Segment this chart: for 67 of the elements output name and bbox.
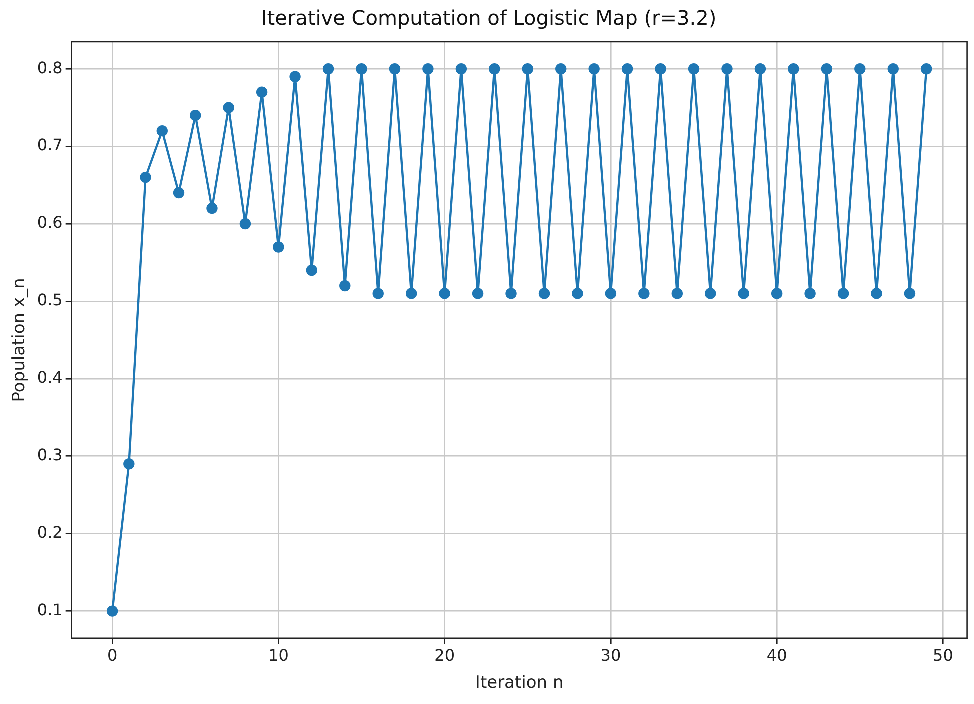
point (256, 86, 268, 98)
point (572, 288, 584, 300)
y-axis-title: Population x_n (10, 278, 30, 402)
point (372, 288, 384, 300)
x-tick-label: 40 (766, 646, 788, 666)
point (722, 64, 733, 75)
y-tick-label: 0.3 (37, 446, 63, 465)
x-axis-title: Iteration n (475, 673, 564, 694)
point (738, 288, 750, 300)
y-tick-label: 0.4 (37, 368, 63, 388)
point (920, 64, 932, 75)
x-tick-label: 30 (600, 646, 622, 666)
y-tick-label: 0.1 (37, 600, 63, 620)
point (771, 288, 783, 300)
point (588, 64, 600, 75)
point (340, 280, 351, 292)
point (456, 64, 468, 75)
point (904, 288, 916, 300)
point (506, 288, 517, 300)
point (804, 288, 816, 300)
x-tick-label: 20 (434, 646, 455, 666)
point (672, 288, 683, 300)
point (422, 64, 434, 75)
point (622, 64, 634, 75)
point (290, 71, 301, 82)
point (406, 288, 418, 300)
point (439, 288, 450, 300)
point (655, 64, 666, 75)
point (605, 288, 617, 300)
point (705, 288, 716, 300)
point (522, 64, 534, 75)
point (306, 264, 318, 276)
point (821, 64, 833, 75)
point (223, 102, 234, 114)
point (140, 172, 152, 184)
y-tick-label: 0.7 (37, 136, 63, 155)
point (273, 242, 284, 253)
point (871, 288, 882, 300)
y-tick-label: 0.5 (37, 290, 63, 310)
y-tick-label: 0.6 (37, 213, 63, 232)
point (322, 64, 334, 75)
y-tick-label: 0.8 (37, 58, 63, 78)
point (556, 64, 567, 75)
point (356, 64, 368, 75)
point (838, 288, 850, 300)
point (754, 64, 766, 75)
point (156, 125, 168, 137)
point (206, 202, 218, 214)
point (389, 64, 401, 75)
chart-title: Iterative Computation of Logistic Map (r=3.2) (261, 6, 717, 30)
point (240, 218, 252, 230)
x-tick-label: 0 (107, 646, 118, 666)
point (173, 187, 185, 199)
point (688, 64, 700, 75)
point (638, 288, 650, 300)
x-tick-label: 10 (268, 646, 289, 666)
y-tick-label: 0.2 (37, 522, 63, 542)
point (190, 110, 202, 122)
point (538, 288, 550, 300)
point (124, 458, 135, 470)
point (472, 288, 484, 300)
point (106, 606, 118, 617)
point (888, 64, 899, 75)
x-tick-label: 50 (933, 646, 954, 666)
point (854, 64, 866, 75)
point (788, 64, 800, 75)
point (489, 64, 500, 75)
